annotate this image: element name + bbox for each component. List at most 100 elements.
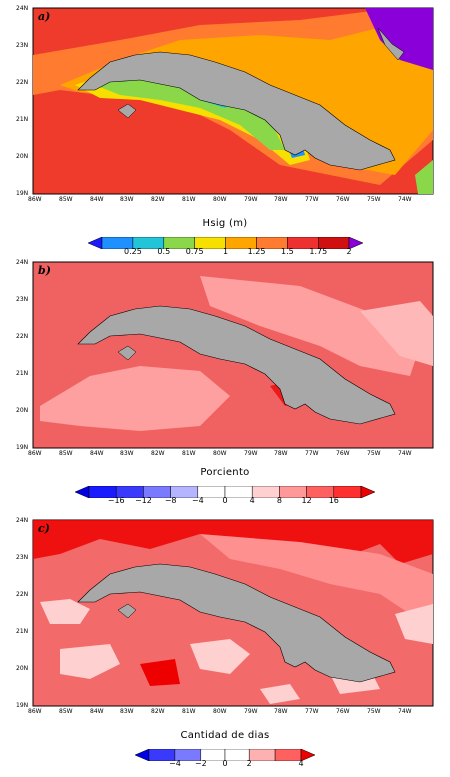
lon-tick: 77W	[305, 450, 319, 457]
lon-tick: 79W	[244, 196, 258, 203]
lat-tick: 20N	[16, 153, 29, 160]
colorbar-tick: −16	[107, 496, 125, 505]
lon-tick: 80W	[213, 708, 227, 715]
lon-tick: 83W	[120, 450, 134, 457]
lon-tick: 86W	[28, 708, 42, 715]
cuba-land	[77, 51, 396, 171]
colorbar-tick: 2	[346, 247, 352, 256]
change-zone-4	[360, 301, 433, 366]
panel-b: b) 24N 23N 22N 21N 20N 19N 86W 85W 84W 8…	[0, 256, 450, 461]
change-zone-4-south	[140, 659, 180, 686]
panel-a: a) 24N 23N 22N 21N 20N 19N 86W 85W 84W 8…	[0, 0, 450, 205]
lat-tick: 20N	[16, 407, 29, 414]
colorbar-tick: −4	[168, 759, 181, 768]
lat-tick: 22N	[16, 591, 29, 598]
lon-tick: 81W	[182, 450, 196, 457]
colorbar-tick: 0.5	[157, 247, 171, 256]
colorbar-tick: 0.25	[123, 247, 142, 256]
lon-tick: 86W	[28, 196, 42, 203]
lon-tick: 74W	[398, 450, 412, 457]
lon-tick: 79W	[244, 450, 258, 457]
lon-tick: 75W	[367, 196, 381, 203]
isla-juventud	[117, 103, 137, 119]
colorbar-tick: 4	[249, 496, 255, 505]
colorbar-b: −16 −12 −8 −4 0 4 8 12 16	[74, 483, 376, 505]
lon-tick: 76W	[336, 450, 350, 457]
colorbar-c-svg	[134, 748, 316, 762]
lat-tick: 19N	[16, 444, 29, 451]
isla-juventud	[117, 345, 137, 361]
lon-tick: 77W	[305, 196, 319, 203]
change-zone-0-central	[190, 639, 250, 674]
change-zone-8	[200, 276, 420, 376]
colorbar-a-svg	[87, 236, 364, 250]
lon-tick: 84W	[90, 196, 104, 203]
lon-tick: 75W	[367, 450, 381, 457]
lon-tick: 84W	[90, 450, 104, 457]
lon-tick: 86W	[28, 450, 42, 457]
lat-tick: 21N	[16, 370, 29, 377]
colorbar-tick: −4	[191, 496, 204, 505]
lat-tick: 23N	[16, 296, 29, 303]
lon-tick: 74W	[398, 708, 412, 715]
change-zone-0-east	[395, 604, 433, 644]
colorbar-tick: 1.5	[281, 247, 294, 256]
colorbar-tick: −2	[194, 759, 207, 768]
lon-tick: 84W	[90, 708, 104, 715]
lon-tick: 78W	[274, 196, 288, 203]
lon-tick: 78W	[274, 708, 288, 715]
colorbar-tick: 16	[328, 496, 339, 505]
lon-tick: 83W	[120, 708, 134, 715]
lon-tick: 85W	[59, 196, 73, 203]
panel-c: c) 24N 23N 22N 21N 20N 19N 86W 85W 84W 8…	[0, 514, 450, 719]
lat-tick: 21N	[16, 116, 29, 123]
lat-tick: 19N	[16, 190, 29, 197]
lon-tick: 85W	[59, 708, 73, 715]
lon-tick: 85W	[59, 450, 73, 457]
lon-tick: 83W	[120, 196, 134, 203]
isla-juventud	[117, 603, 137, 619]
colorbar-tick: 12	[301, 496, 312, 505]
wave-zone-1-east	[415, 160, 433, 194]
change-zone-0-sw	[60, 644, 120, 679]
lat-tick: 21N	[16, 628, 29, 635]
lon-tick: 80W	[213, 450, 227, 457]
colorbar-tick: 2	[246, 759, 252, 768]
colorbar-c: −4 −2 0 2 4	[134, 746, 316, 768]
change-zone-0-west	[40, 599, 90, 624]
map-c	[32, 519, 434, 707]
colorbar-tick: 0.75	[185, 247, 204, 256]
lon-tick: 81W	[182, 196, 196, 203]
lat-tick: 23N	[16, 554, 29, 561]
colorbar-a: 0.25 0.5 0.75 1 1.25 1.5 1.75 2	[87, 234, 364, 256]
map-a	[32, 7, 434, 195]
lat-tick: 20N	[16, 665, 29, 672]
change-zone-0-south	[260, 684, 300, 704]
lat-tick: 19N	[16, 702, 29, 709]
cuba-land	[77, 305, 396, 425]
lon-tick: 75W	[367, 708, 381, 715]
colorbar-tick: 0	[222, 496, 228, 505]
colorbar-tick: −12	[134, 496, 152, 505]
map-b	[32, 261, 434, 449]
colorbar-tick: −8	[164, 496, 177, 505]
lat-tick: 24N	[16, 259, 29, 266]
cuba-land	[77, 563, 396, 683]
lat-tick: 23N	[16, 42, 29, 49]
lon-tick: 78W	[274, 450, 288, 457]
colorbar-tick: 1	[223, 247, 229, 256]
lon-tick: 82W	[151, 196, 165, 203]
colorbar-title: Porciento	[200, 467, 250, 478]
colorbar-b-svg	[74, 485, 376, 499]
lon-tick: 76W	[336, 196, 350, 203]
panel-letter: b)	[38, 264, 51, 277]
lat-tick: 22N	[16, 333, 29, 340]
wave-zone-1	[95, 66, 285, 150]
lat-tick: 24N	[16, 5, 29, 12]
colorbar-tick: 8	[276, 496, 282, 505]
wave-zone-2	[365, 8, 433, 70]
lon-tick: 82W	[151, 708, 165, 715]
lat-tick: 22N	[16, 79, 29, 86]
lon-tick: 82W	[151, 450, 165, 457]
colorbar-title: Hsig (m)	[202, 218, 248, 229]
